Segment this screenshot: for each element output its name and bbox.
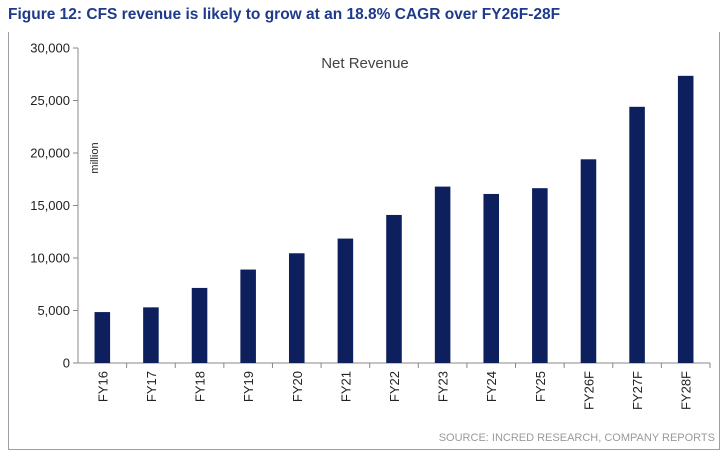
- bar-fy18: [191, 287, 208, 363]
- y-tick-label: 25,000: [30, 93, 70, 108]
- bar-fy27f: [629, 106, 645, 364]
- x-tick-label: FY16: [95, 371, 110, 402]
- bar-fy20: [288, 253, 305, 363]
- y-tick-label: 15,000: [30, 198, 70, 213]
- x-tick-label: FY19: [241, 371, 256, 402]
- chart-title: Figure 12: CFS revenue is likely to grow…: [8, 6, 561, 23]
- bar-fy17: [143, 307, 159, 363]
- bars: [94, 75, 694, 364]
- y-tick-label: 20,000: [30, 146, 70, 161]
- x-ticks: FY16 FY17 FY18 FY19 FY20 FY21 FY22 FY23 FY24 FY25…: [95, 363, 711, 410]
- bar-fy19: [240, 269, 256, 363]
- y-ticks: 0 5,000 10,000 15,000 20,000 25,000 30,000: [30, 41, 78, 371]
- bar-fy26f: [580, 159, 597, 363]
- y-axis-label: million: [89, 142, 101, 173]
- y-tick-label: 30,000: [30, 41, 70, 56]
- bar-fy21: [337, 238, 354, 363]
- chart-subtitle: Net Revenue: [321, 55, 409, 72]
- x-tick-label: FY25: [533, 371, 548, 402]
- bar-fy23: [434, 186, 451, 363]
- x-tick-label: FY18: [193, 371, 208, 402]
- bar-fy22: [386, 214, 402, 363]
- bar-fy25: [532, 188, 548, 363]
- bar-fy28f: [677, 75, 694, 363]
- y-tick-label: 5,000: [37, 303, 70, 318]
- source-note: SOURCE: INCRED RESEARCH, COMPANY REPORTS: [438, 432, 715, 444]
- x-tick-label: FY23: [436, 371, 451, 402]
- bar-fy24: [483, 193, 500, 363]
- x-tick-label: FY20: [290, 371, 305, 402]
- x-tick-label: FY27F: [630, 371, 645, 410]
- y-tick-label: 0: [63, 356, 70, 371]
- x-tick-label: FY26F: [581, 371, 596, 410]
- y-tick-label: 10,000: [30, 251, 70, 266]
- bar-fy16: [94, 312, 111, 363]
- x-tick-label: FY22: [387, 371, 402, 402]
- x-tick-label: FY24: [484, 371, 499, 402]
- x-tick-label: FY21: [338, 371, 353, 402]
- chart-frame: [8, 32, 720, 450]
- x-tick-label: FY17: [144, 371, 159, 402]
- x-tick-label: FY28F: [679, 371, 694, 410]
